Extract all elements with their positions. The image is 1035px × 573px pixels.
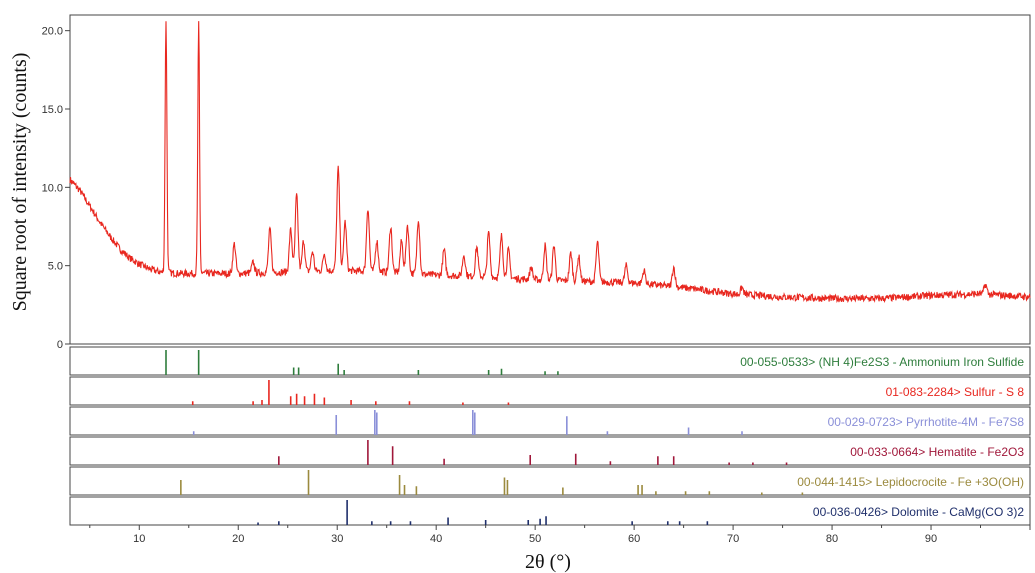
x-axis-title: 2θ (°) [525, 551, 571, 573]
y-axis-title: Square root of intensity (counts) [9, 53, 31, 312]
diffraction-pattern-line [69, 21, 1031, 304]
phase-panel-frame [69, 436, 1031, 466]
phase-panel-frame [69, 466, 1031, 496]
phase-panel-frame [69, 406, 1031, 436]
phase-label: 01-083-2284> Sulfur - S 8 [886, 385, 1025, 399]
x-tick-label: 30 [331, 533, 343, 545]
x-tick-label: 10 [133, 533, 145, 545]
x-tick-label: 50 [529, 533, 541, 545]
reference-phase-panels: 00-055-0533> (NH 4)Fe2S3 - Ammonium Iron… [69, 346, 1031, 526]
phase-label: 00-033-0664> Hematite - Fe2O3 [850, 445, 1024, 459]
x-tick-label: 70 [727, 533, 739, 545]
y-tick-label: 0 [57, 339, 63, 351]
x-tick-label: 90 [925, 533, 937, 545]
phase-panel: 00-029-0723> Pyrrhotite-4M - Fe7S8 [69, 406, 1031, 436]
phase-panel: 00-044-1415> Lepidocrocite - Fe +3O(OH) [69, 466, 1031, 496]
phase-panel-frame [69, 496, 1031, 526]
x-axis: 10 20 30 40 50 60 70 80 90 [89, 525, 1031, 545]
x-tick-label: 20 [232, 533, 244, 545]
phase-panel: 00-033-0664> Hematite - Fe2O3 [69, 436, 1031, 466]
phase-panel: 01-083-2284> Sulfur - S 8 [69, 376, 1031, 406]
phase-label: 00-029-0723> Pyrrhotite-4M - Fe7S8 [828, 415, 1025, 429]
x-tick-label: 40 [430, 533, 442, 545]
phase-panel-frame [69, 346, 1031, 376]
phase-label: 00-055-0533> (NH 4)Fe2S3 - Ammonium Iron… [740, 355, 1024, 369]
y-tick-label: 20.0 [42, 26, 63, 38]
y-tick-label: 10.0 [42, 182, 63, 194]
y-tick-label: 15.0 [42, 104, 63, 116]
x-tick-label: 60 [628, 533, 640, 545]
y-tick-label: 5.0 [48, 261, 63, 273]
phase-panel: 00-036-0426> Dolomite - CaMg(CO 3)2 [69, 496, 1031, 526]
phase-label: 00-044-1415> Lepidocrocite - Fe +3O(OH) [797, 475, 1024, 489]
phase-panel: 00-055-0533> (NH 4)Fe2S3 - Ammonium Iron… [69, 346, 1031, 376]
y-axis: 0 5.0 10.0 15.0 20.0 [42, 26, 70, 351]
phase-label: 00-036-0426> Dolomite - CaMg(CO 3)2 [813, 505, 1024, 519]
main-plot-frame [69, 14, 1031, 345]
phase-panel-frame [69, 376, 1031, 406]
x-tick-label: 80 [826, 533, 838, 545]
